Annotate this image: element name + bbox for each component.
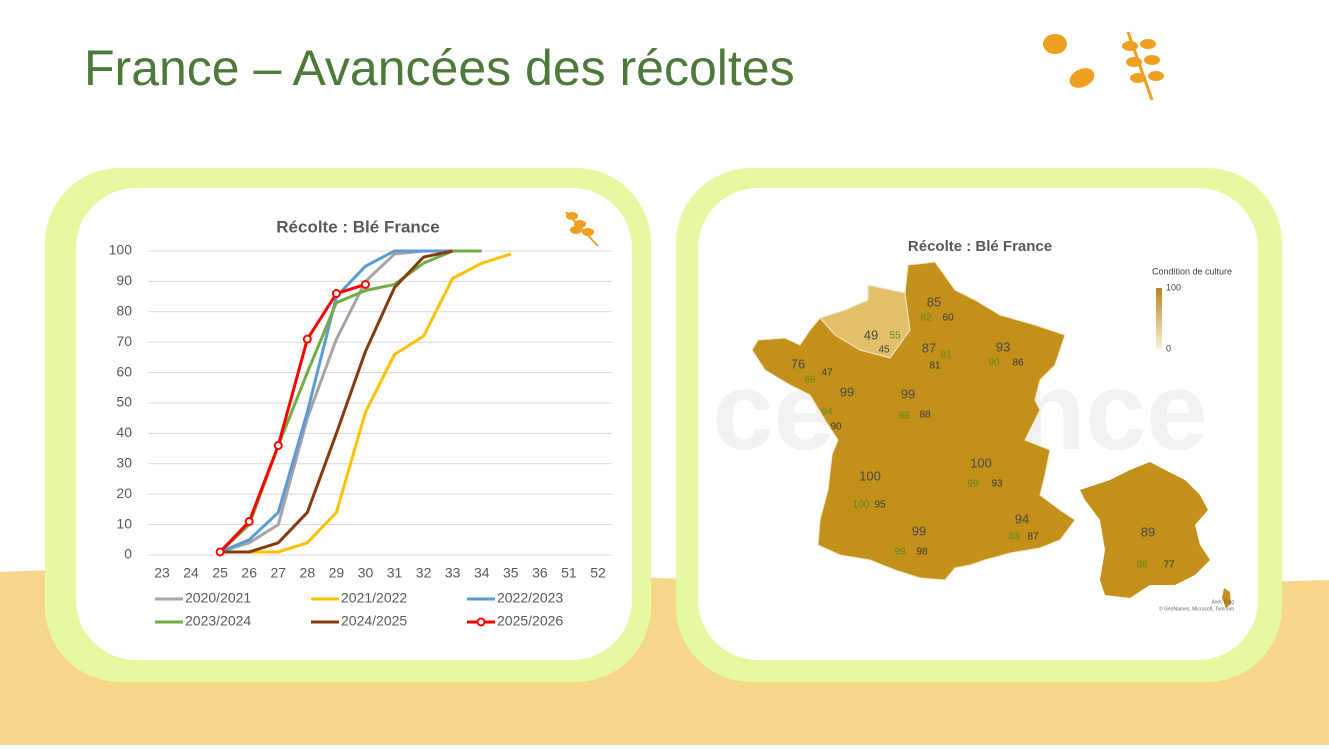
map-credit: Avec Bing: [1212, 599, 1235, 605]
y-tick-label: 70: [116, 333, 132, 349]
map-legend-title: Condition de culture: [1152, 266, 1232, 276]
map-title: Récolte : Blé France: [908, 238, 1052, 255]
chart-card: [76, 188, 632, 660]
x-tick-label: 23: [154, 565, 170, 581]
x-tick-label: 35: [503, 565, 519, 581]
region-label: 45: [878, 345, 890, 356]
region-label: 86: [1136, 560, 1148, 571]
region-label: 83: [1008, 532, 1020, 543]
region-label: 98: [916, 547, 928, 558]
region-label: 94: [821, 407, 833, 418]
region-label: 76: [791, 356, 805, 371]
region-label: 100: [859, 468, 881, 483]
x-tick-label: 26: [241, 565, 257, 581]
region-label: 87: [1027, 532, 1039, 543]
y-tick-label: 20: [116, 485, 132, 501]
region-label: 99: [898, 411, 910, 422]
y-tick-label: 50: [116, 394, 132, 410]
x-tick-label: 29: [329, 565, 345, 581]
region-label: 66: [804, 375, 816, 386]
map-legend-tick: 0: [1166, 343, 1171, 353]
legend-label: 2025/2026: [497, 613, 563, 629]
series-line: [219, 283, 366, 553]
legend-marker: [476, 617, 486, 627]
x-tick-label: 31: [387, 565, 403, 581]
x-tick-label: 25: [212, 565, 228, 581]
x-tick-label: 36: [532, 565, 548, 581]
y-tick-label: 0: [124, 546, 132, 562]
region-label: 93: [991, 479, 1003, 490]
legend-label: 2020/2021: [185, 590, 251, 606]
region-label: 99: [894, 547, 906, 558]
x-tick-label: 27: [270, 565, 286, 581]
legend-label: 2024/2025: [341, 613, 407, 629]
region-label: 77: [1163, 560, 1175, 571]
series-marker: [244, 517, 254, 527]
decor-leaves: [1043, 31, 1164, 101]
normandy-shape: [819, 284, 911, 359]
region-label: 94: [1015, 511, 1029, 526]
x-tick-label: 34: [474, 565, 490, 581]
x-tick-label: 52: [590, 565, 606, 581]
region-label: 99: [912, 523, 926, 538]
x-tick-label: 30: [358, 565, 374, 581]
region-label: 99: [967, 479, 979, 490]
region-label: 60: [942, 313, 954, 324]
map-legend-scale: [1156, 288, 1162, 349]
chart-title: Récolte : Blé France: [276, 217, 439, 236]
legend-label: 2023/2024: [185, 613, 251, 629]
region-label: 82: [920, 313, 932, 324]
map-legend-tick: 100: [1166, 282, 1181, 292]
region-label: 87: [922, 340, 936, 355]
region-label: 89: [1141, 524, 1155, 539]
map: cerfrance Condition de culture 100 0 Ave…: [712, 261, 1235, 612]
region-label: 99: [840, 384, 854, 399]
y-tick-label: 90: [116, 272, 132, 288]
region-label: 100: [970, 455, 992, 470]
map-credit: © GeoNames, Microsoft, TomTom: [1159, 605, 1234, 612]
y-tick-label: 80: [116, 303, 132, 319]
series-line: [220, 252, 512, 554]
y-tick-label: 100: [109, 242, 133, 258]
region-label: 47: [821, 368, 833, 379]
y-tick-label: 60: [116, 363, 132, 379]
page-title: France – Avancées des récoltes: [84, 40, 795, 96]
x-tick-label: 51: [561, 565, 577, 581]
y-tick-label: 10: [116, 515, 132, 531]
region-label: 99: [901, 386, 915, 401]
region-label: 85: [927, 294, 941, 309]
series-line: [220, 249, 453, 554]
region-label: 93: [996, 339, 1010, 354]
region-label: 88: [919, 410, 931, 421]
x-tick-label: 24: [183, 565, 199, 581]
region-label: 100: [853, 500, 870, 511]
series-marker: [215, 547, 225, 557]
series-marker: [273, 441, 283, 451]
france-shape: [1080, 462, 1210, 598]
region-label: 81: [929, 361, 941, 372]
series-marker: [302, 334, 312, 344]
region-label: 90: [830, 422, 842, 433]
legend-label: 2022/2023: [497, 590, 563, 606]
x-tick-label: 32: [416, 565, 432, 581]
x-tick-label: 28: [300, 565, 316, 581]
x-tick-label: 33: [445, 565, 461, 581]
region-label: 55: [889, 331, 901, 342]
series-marker: [360, 279, 370, 289]
region-label: 90: [988, 358, 1000, 369]
region-label: 49: [864, 327, 878, 342]
region-label: 86: [1012, 358, 1024, 369]
region-label: 81: [940, 350, 952, 361]
corsica-shape: [1222, 588, 1231, 608]
legend-label: 2021/2022: [341, 590, 407, 606]
chart-icon: [565, 211, 599, 247]
y-tick-label: 30: [116, 455, 132, 471]
y-tick-label: 40: [116, 424, 132, 440]
france-shape: [751, 261, 1076, 581]
region-label: 95: [874, 500, 886, 511]
series-marker: [331, 289, 341, 299]
